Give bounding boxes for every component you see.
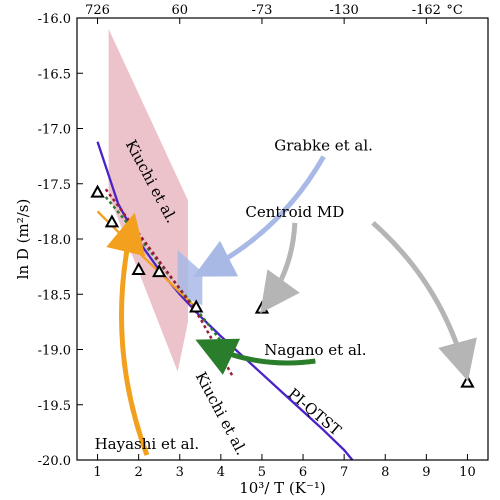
top-tick-label-4: -162 [412,3,441,18]
y-tick-label-1: -19.5 [38,399,71,414]
x-tick-label-8: 9 [422,465,430,480]
x-axis-title: 10³/ T (K⁻¹) [239,479,326,497]
x-tick-label-0: 1 [93,465,101,480]
x-tick-label-4: 5 [258,465,266,480]
arrow-4 [195,338,316,375]
x-tick-label-6: 7 [340,465,348,480]
marker-triangle-2 [131,261,146,275]
top-axis-unit: °C [446,3,463,18]
top-tick-label-1: 60 [171,3,188,18]
shaded-regions [108,29,203,372]
annotation-label-2: Centroid MD [245,203,344,221]
top-tick-label-0: 726 [85,3,110,18]
arrow-3 [371,221,477,382]
y-tick-label-2: -19.0 [38,344,71,359]
y-tick-label-8: -16.0 [38,12,71,27]
x-tick-label-2: 3 [176,465,184,480]
y-tick-label-6: -17.0 [38,123,71,138]
y-axis-title: ln D (m²/s) [14,199,32,280]
annotation-label-7: Hayashi et al. [95,435,200,453]
tick-labels: 1 2 3 4 5 6 7 8 9 10 -20.0 -19.5 -19.0 -18.5 -18.0 -17.… [38,3,476,480]
arrow-2 [260,222,300,314]
annotation-arrows [106,155,477,456]
arrow-1 [193,155,326,277]
top-tick-label-2: -73 [251,3,272,18]
y-tick-label-0: -20.0 [38,454,71,469]
y-tick-label-5: -17.5 [38,178,71,193]
marker-triangle-3 [152,264,167,278]
y-tick-label-7: -16.5 [38,67,71,82]
arrow-7 [106,212,150,456]
region-1 [177,250,203,306]
data-markers [90,184,475,388]
annotation-label-1: Grabke et al. [274,137,373,155]
x-tick-label-7: 8 [381,465,389,480]
marker-triangle-6 [460,374,475,388]
y-tick-label-3: -18.5 [38,288,71,303]
x-tick-label-5: 6 [299,465,307,480]
marker-triangle-0 [90,184,105,198]
x-tick-label-9: 10 [459,465,476,480]
marker-triangle-4 [188,299,204,313]
top-tick-label-3: -130 [330,3,359,18]
annotation-label-6: PI-QTST [284,385,344,440]
region-0 [108,29,188,372]
annotation-label-4: Nagano et al. [264,341,366,359]
y-tick-label-4: -18.0 [38,233,71,248]
annotation-label-5: Kiuchi et al. [192,369,251,458]
x-tick-label-1: 2 [135,465,143,480]
x-tick-label-3: 4 [217,465,225,480]
marker-triangle-1 [104,214,120,228]
